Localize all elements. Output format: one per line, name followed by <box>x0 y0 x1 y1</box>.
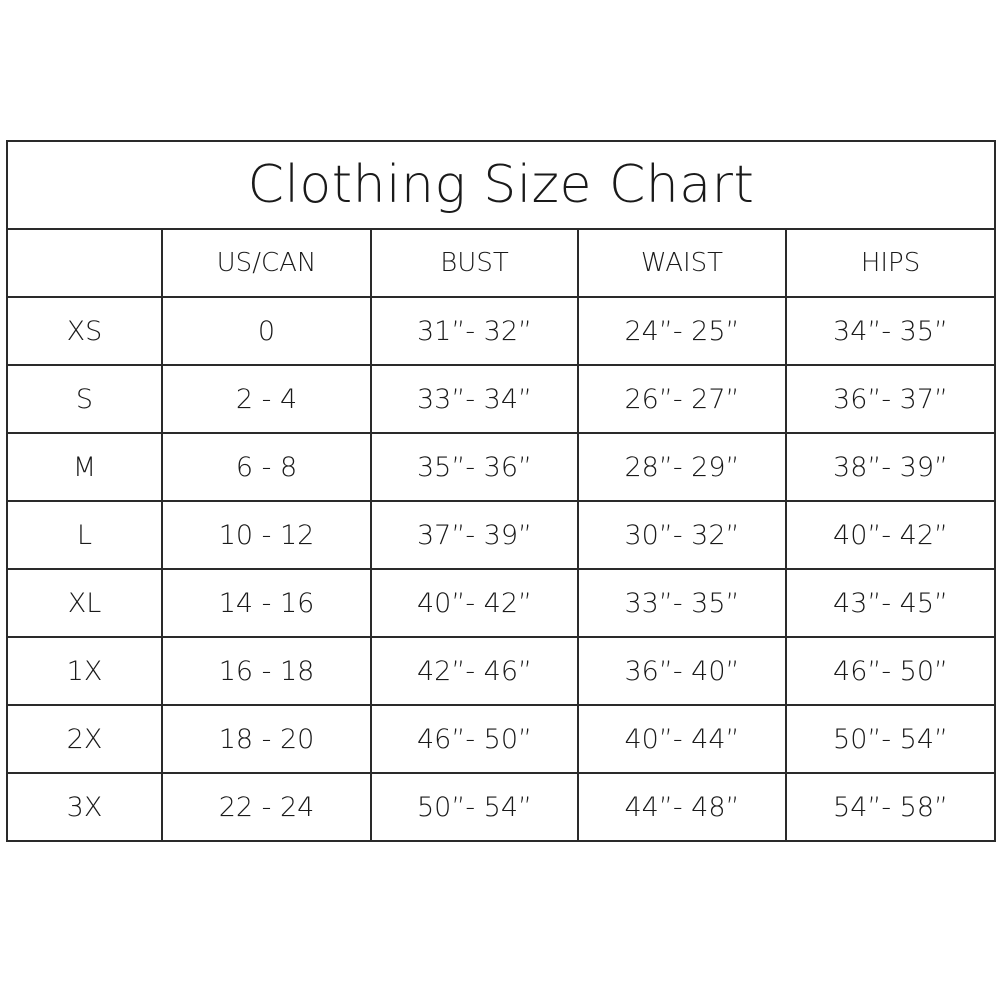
table-cell: 42”- 46” <box>370 636 579 706</box>
column-header: WAIST <box>577 228 787 298</box>
table-cell: 46”- 50” <box>784 636 997 706</box>
table-cell: 14 - 16 <box>161 568 372 638</box>
column-header: BUST <box>370 228 579 298</box>
table-cell: 16 - 18 <box>161 636 372 706</box>
table-cell: 22 - 24 <box>161 772 372 842</box>
size-label-cell: 2X <box>6 704 163 774</box>
table-cell: 43”- 45” <box>784 568 997 638</box>
size-label-cell: M <box>6 432 163 502</box>
table-cell: 40”- 42” <box>370 568 579 638</box>
table-cell: 33”- 34” <box>370 364 579 434</box>
table-cell: 31”- 32” <box>370 296 579 366</box>
size-label-cell: XL <box>6 568 163 638</box>
table-cell: 26”- 27” <box>577 364 787 434</box>
chart-title: Clothing Size Chart <box>5 140 997 230</box>
table-cell: 50”- 54” <box>370 772 579 842</box>
size-label-cell: XS <box>6 296 163 366</box>
table-cell: 36”- 40” <box>577 636 787 706</box>
size-label-cell: 1X <box>6 636 163 706</box>
table-cell: 44”- 48” <box>577 772 787 842</box>
size-label-cell: L <box>6 500 163 570</box>
table-row: 2X 18 - 20 46”- 50” 40”- 44” 50”- 54” <box>6 704 997 774</box>
size-chart-table: Clothing Size Chart US/CAN BUST WAIST HIPS X… <box>5 140 997 842</box>
table-row: 3X 22 - 24 50”- 54” 44”- 48” 54”- 58” <box>6 772 997 842</box>
table-cell: 18 - 20 <box>161 704 372 774</box>
table-cell: 28”- 29” <box>577 432 787 502</box>
table-row: XL 14 - 16 40”- 42” 33”- 35” 43”- 45” <box>6 568 997 638</box>
table-cell: 6 - 8 <box>161 432 372 502</box>
table-row: L 10 - 12 37”- 39” 30”- 32” 40”- 42” <box>6 500 997 570</box>
table-cell: 33”- 35” <box>577 568 787 638</box>
table-cell: 30”- 32” <box>577 500 787 570</box>
table-cell: 46”- 50” <box>370 704 579 774</box>
size-label-cell: 3X <box>6 772 163 842</box>
table-cell: 2 - 4 <box>161 364 372 434</box>
size-label-cell: S <box>6 364 163 434</box>
table-cell: 0 <box>161 296 372 366</box>
table-cell: 37”- 39” <box>370 500 579 570</box>
header-row: US/CAN BUST WAIST HIPS <box>6 228 997 298</box>
table-cell: 50”- 54” <box>784 704 997 774</box>
table-cell: 24”- 25” <box>577 296 787 366</box>
table-cell: 35”- 36” <box>370 432 579 502</box>
table-cell: 36”- 37” <box>784 364 997 434</box>
table-cell: 10 - 12 <box>161 500 372 570</box>
table-cell: 40”- 44” <box>577 704 787 774</box>
table-cell: 40”- 42” <box>784 500 997 570</box>
table-cell: 38”- 39” <box>784 432 997 502</box>
table-row: 1X 16 - 18 42”- 46” 36”- 40” 46”- 50” <box>6 636 997 706</box>
column-header: US/CAN <box>161 228 372 298</box>
column-header: HIPS <box>784 228 997 298</box>
table-cell: 54”- 58” <box>784 772 997 842</box>
table-cell: 34”- 35” <box>784 296 997 366</box>
column-header <box>6 228 163 298</box>
table-row: XS 0 31”- 32” 24”- 25” 34”- 35” <box>6 296 997 366</box>
